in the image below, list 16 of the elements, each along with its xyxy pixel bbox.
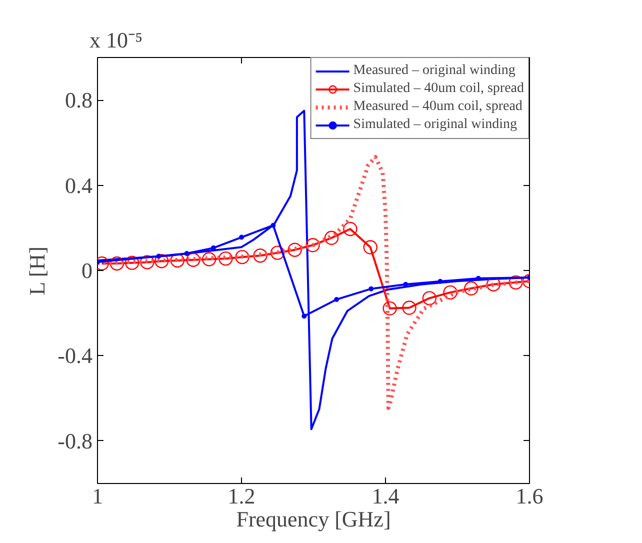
x-tick-label: 1 xyxy=(92,484,103,508)
y-axis-title: L [H] xyxy=(24,246,50,296)
x-axis-title: Frequency [GHz] xyxy=(236,506,391,532)
text: x 10⁻⁵ xyxy=(90,28,143,52)
y-tick-label: -0.8 xyxy=(58,428,92,454)
y-tick-label: 0.4 xyxy=(65,172,92,198)
y-tick-label: 0 xyxy=(82,258,92,283)
y-tick-label: -0.4 xyxy=(58,343,92,368)
x-tick-label: 1.6 xyxy=(516,484,544,508)
legend-label: Simulated – original winding xyxy=(353,116,518,134)
y-tick-label: 0.8 xyxy=(65,88,92,113)
x-tick-label: 1.4 xyxy=(372,484,400,508)
x-tick-label: 1.2 xyxy=(228,484,256,508)
legend-label: Measured – original winding xyxy=(353,62,516,80)
legend-label: Simulated – 40um coil, spread xyxy=(353,80,524,98)
legend-label: Measured – 40um coil, spread xyxy=(353,98,522,116)
